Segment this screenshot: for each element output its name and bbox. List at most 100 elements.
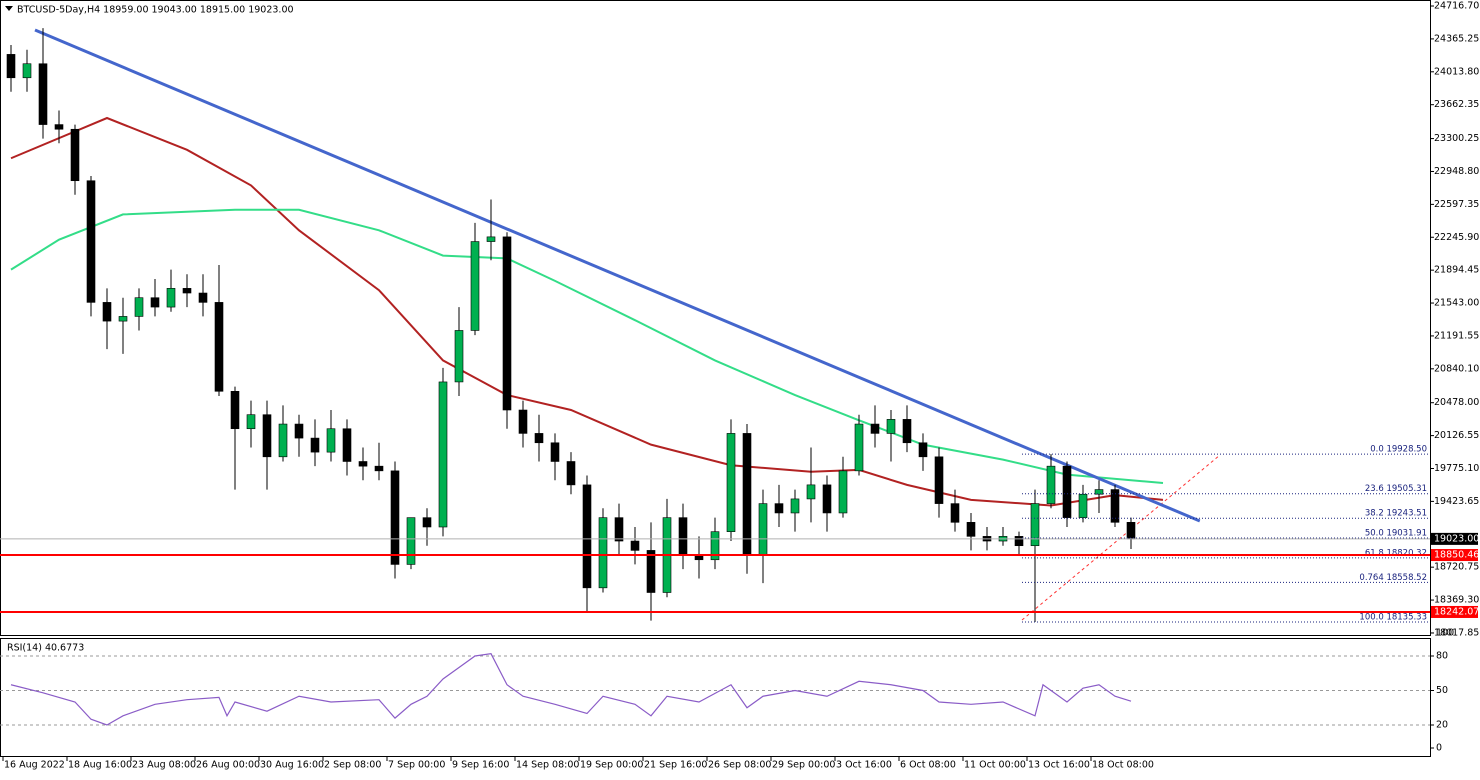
x-tick-label: 23 Aug 08:00 — [132, 760, 196, 771]
rsi-title: RSI(14) 40.6773 — [7, 643, 84, 654]
candle-body — [966, 522, 976, 537]
x-tick-label: 3 Oct 16:00 — [836, 760, 892, 771]
y-tick-label: 21543.00 — [1434, 298, 1479, 309]
candle-body — [1046, 465, 1056, 504]
candle-body — [22, 63, 32, 79]
fib-connector — [1021, 454, 1221, 621]
y-tick-label: 20126.55 — [1434, 430, 1479, 441]
candle-body — [502, 236, 512, 411]
candle-body — [950, 503, 960, 523]
candle-body — [646, 550, 656, 593]
x-tick-label: 29 Sep 00:00 — [772, 760, 835, 771]
candle-body — [806, 484, 816, 500]
y-tick-label: 80 — [1436, 651, 1448, 662]
x-tick-label: 9 Sep 16:00 — [452, 760, 509, 771]
candle-body — [614, 517, 624, 542]
y-tick-label: 24716.70 — [1434, 1, 1479, 12]
candle-body — [854, 423, 864, 472]
candle-body — [326, 428, 336, 453]
y-tick-label: 20 — [1436, 720, 1448, 731]
y-tick-label: 21191.55 — [1434, 330, 1479, 341]
x-tick-label: 18 Oct 08:00 — [1092, 760, 1154, 771]
x-tick-label: 2 Sep 08:00 — [324, 760, 381, 771]
y-tick-label: 20840.10 — [1434, 363, 1479, 374]
fib-label: 100.0 18135.33 — [1359, 612, 1427, 622]
candle-body — [470, 241, 480, 331]
candle-body — [262, 414, 272, 458]
y-tick-label: 21894.45 — [1434, 265, 1479, 276]
candle-body — [582, 484, 592, 589]
candle-body — [934, 456, 944, 504]
candle-body — [1094, 489, 1104, 495]
y-tick-label: 23300.25 — [1434, 133, 1479, 144]
x-tick-label: 13 Oct 16:00 — [1028, 760, 1090, 771]
candle-body — [1126, 522, 1136, 540]
indicator-line — [34, 28, 1201, 523]
candle-body — [822, 484, 832, 514]
y-tick-label: 19423.65 — [1434, 496, 1479, 507]
candle-body — [358, 461, 368, 467]
candle-body — [198, 292, 208, 303]
x-tick-label: 18 Aug 16:00 — [68, 760, 132, 771]
candle-body — [150, 297, 160, 308]
price-box — [1431, 532, 1478, 545]
candle-body — [902, 419, 912, 444]
candle-body — [710, 531, 720, 561]
price-box-label: 18850.46 — [1434, 550, 1479, 561]
candle-body — [838, 470, 848, 514]
candle-body — [678, 517, 688, 556]
candle-body — [758, 503, 768, 556]
candle-body — [534, 433, 544, 444]
candle-body — [870, 423, 880, 434]
x-tick-label: 26 Sep 08:00 — [708, 760, 771, 771]
candle-body — [38, 63, 48, 125]
candle-body — [550, 442, 560, 462]
x-tick-label: 14 Sep 08:00 — [516, 760, 579, 771]
fib-label: 23.6 19505.31 — [1365, 484, 1427, 494]
x-tick-label: 6 Oct 08:00 — [900, 760, 956, 771]
main-frame — [0, 0, 1431, 636]
candle-body — [726, 433, 736, 532]
candle-body — [1062, 465, 1072, 518]
candle-body — [134, 297, 144, 317]
candle-body — [390, 470, 400, 565]
y-tick-label: 22245.90 — [1434, 232, 1479, 243]
candle-body — [166, 288, 176, 308]
x-tick-label: 30 Aug 16:00 — [260, 760, 324, 771]
candle-body — [374, 465, 384, 472]
indicator-line — [10, 116, 1164, 507]
x-tick-label: 7 Sep 00:00 — [388, 760, 445, 771]
x-tick-label: 16 Aug 2022 — [4, 760, 65, 771]
candle-body — [918, 442, 928, 458]
candle-body — [310, 437, 320, 453]
price-box — [1431, 605, 1478, 618]
candle-body — [518, 409, 528, 434]
x-tick-label: 11 Oct 00:00 — [964, 760, 1026, 771]
fib-label: 38.2 19243.51 — [1365, 509, 1427, 519]
candle-body — [486, 236, 496, 242]
candle-body — [54, 124, 64, 130]
fib-label: 0.0 19928.50 — [1370, 445, 1427, 455]
candle-body — [422, 517, 432, 528]
candle-body — [438, 381, 448, 528]
candle-body — [774, 503, 784, 514]
candle-body — [790, 498, 800, 514]
candle-body — [598, 517, 608, 589]
y-tick-label: 100 — [1436, 628, 1454, 639]
candle-body — [102, 302, 112, 322]
candle-body — [742, 433, 752, 556]
y-tick-label: 0 — [1436, 743, 1442, 754]
x-tick-label: 19 Sep 00:00 — [580, 760, 643, 771]
y-tick-label: 22948.80 — [1434, 166, 1479, 177]
candle-body — [454, 330, 464, 383]
candle-body — [182, 288, 192, 294]
chart-title: BTCUSD-5Day,H4 18959.00 19043.00 18915.0… — [17, 5, 294, 16]
x-tick-label: 21 Sep 16:00 — [644, 760, 707, 771]
candle-body — [6, 54, 16, 79]
price-box-label: 18242.07 — [1434, 606, 1479, 617]
price-box — [1431, 549, 1478, 562]
candle-body — [246, 414, 256, 430]
y-tick-label: 18369.30 — [1434, 595, 1479, 606]
